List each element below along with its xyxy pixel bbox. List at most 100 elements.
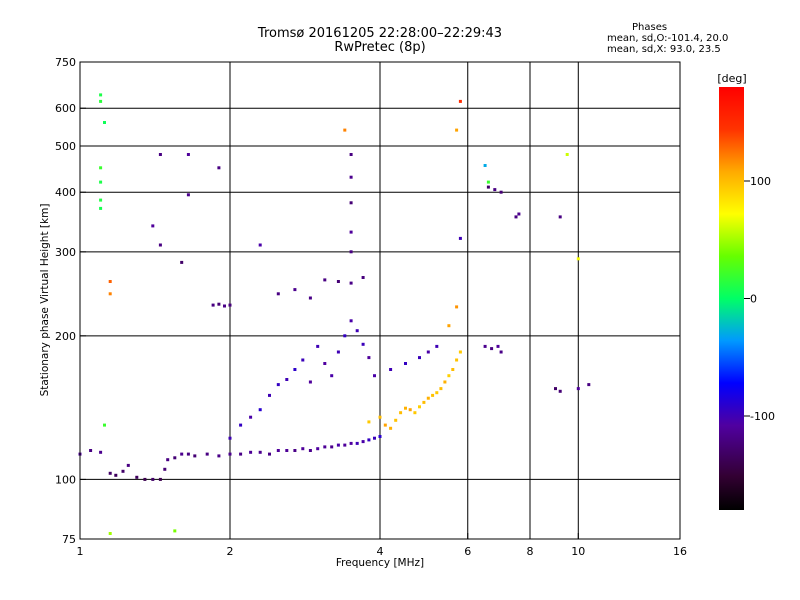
data-point (276, 292, 280, 296)
data-point (308, 449, 312, 452)
data-point (451, 368, 455, 371)
data-point (108, 280, 112, 283)
data-point (558, 389, 562, 393)
phases-heading: Phases (632, 22, 668, 33)
data-point (108, 471, 112, 475)
data-point (99, 93, 103, 97)
y-tick-label: 400 (55, 186, 76, 199)
data-point (323, 362, 327, 365)
data-point (223, 304, 226, 308)
data-point (361, 276, 365, 279)
data-point (435, 391, 439, 395)
data-point (103, 423, 106, 427)
data-point (439, 387, 443, 391)
data-point (293, 368, 297, 371)
data-point (367, 420, 371, 424)
y-axis-ticks: 75 100 200 300 400 500 600 750 (55, 56, 86, 546)
y-tick-label: 600 (55, 102, 76, 115)
data-point (486, 185, 490, 189)
data-point (186, 452, 190, 456)
y-tick-label: 500 (55, 140, 76, 153)
data-point (343, 443, 347, 447)
data-point (336, 350, 340, 354)
data-point (163, 467, 167, 471)
chart-title: Tromsø 20161205 22:28:00–22:29:43 (257, 26, 503, 41)
data-point (413, 411, 417, 415)
data-point (389, 368, 393, 371)
data-point (330, 445, 334, 449)
data-point (361, 342, 365, 346)
data-point (228, 303, 232, 307)
data-point (99, 198, 103, 202)
data-point (99, 166, 103, 170)
data-point (158, 477, 162, 481)
data-point (193, 454, 197, 458)
data-point (211, 303, 215, 307)
data-point (316, 344, 320, 348)
data-point (355, 441, 359, 445)
data-point (447, 324, 451, 328)
data-point (239, 452, 243, 456)
phases-o-stats: mean, sd,O:-101.4, 20.0 (607, 33, 729, 44)
data-point (258, 243, 262, 247)
data-point (349, 319, 353, 323)
x-tick-label: 10 (571, 545, 585, 558)
data-point (173, 529, 177, 533)
y-tick-label: 100 (55, 473, 76, 486)
data-point (239, 423, 243, 427)
data-point (308, 296, 312, 300)
data-point (496, 344, 500, 348)
data-point (361, 440, 365, 444)
data-point (158, 153, 162, 156)
data-point (228, 452, 232, 456)
data-point (99, 99, 103, 103)
data-point (458, 99, 462, 103)
data-point (483, 164, 487, 167)
data-point (455, 128, 459, 132)
colorbar-tick-label: -100 (750, 410, 775, 423)
colorbar-tick-label: 100 (750, 175, 771, 188)
chart-subtitle: RwPretec (8p) (334, 40, 426, 55)
data-point (99, 206, 103, 210)
data-point (316, 447, 320, 451)
data-point (426, 350, 430, 354)
data-point (268, 393, 271, 397)
data-point (293, 449, 297, 452)
data-point (126, 463, 130, 467)
data-point (285, 378, 289, 381)
data-point (293, 288, 297, 292)
data-point (99, 180, 103, 184)
data-point (349, 153, 353, 156)
data-point (431, 393, 435, 397)
data-point (336, 280, 340, 283)
data-point (135, 475, 139, 479)
data-point (343, 334, 347, 338)
data-point (455, 305, 459, 309)
y-tick-label: 300 (55, 246, 76, 259)
data-point (399, 411, 403, 415)
data-point (565, 153, 569, 156)
data-point (158, 243, 162, 247)
data-point (367, 438, 371, 442)
data-point (373, 374, 376, 378)
data-point (517, 212, 521, 216)
data-point (458, 350, 462, 354)
data-point (355, 329, 359, 333)
data-point (499, 190, 503, 194)
x-tick-label: 16 (673, 545, 687, 558)
data-point (349, 201, 353, 205)
data-point (373, 436, 376, 440)
data-point (349, 281, 353, 285)
data-point (349, 230, 353, 234)
data-point (228, 436, 232, 440)
data-point (349, 175, 353, 179)
x-axis-label: Frequency [MHz] (335, 557, 425, 569)
data-point (249, 415, 253, 419)
data-point (99, 450, 103, 454)
data-point (499, 350, 503, 354)
data-point (143, 477, 147, 481)
x-tick-label: 2 (227, 545, 234, 558)
x-axis-ticks: 1 2 4 6 8 10 16 (77, 533, 687, 558)
data-point (180, 260, 184, 264)
data-point (323, 445, 327, 449)
